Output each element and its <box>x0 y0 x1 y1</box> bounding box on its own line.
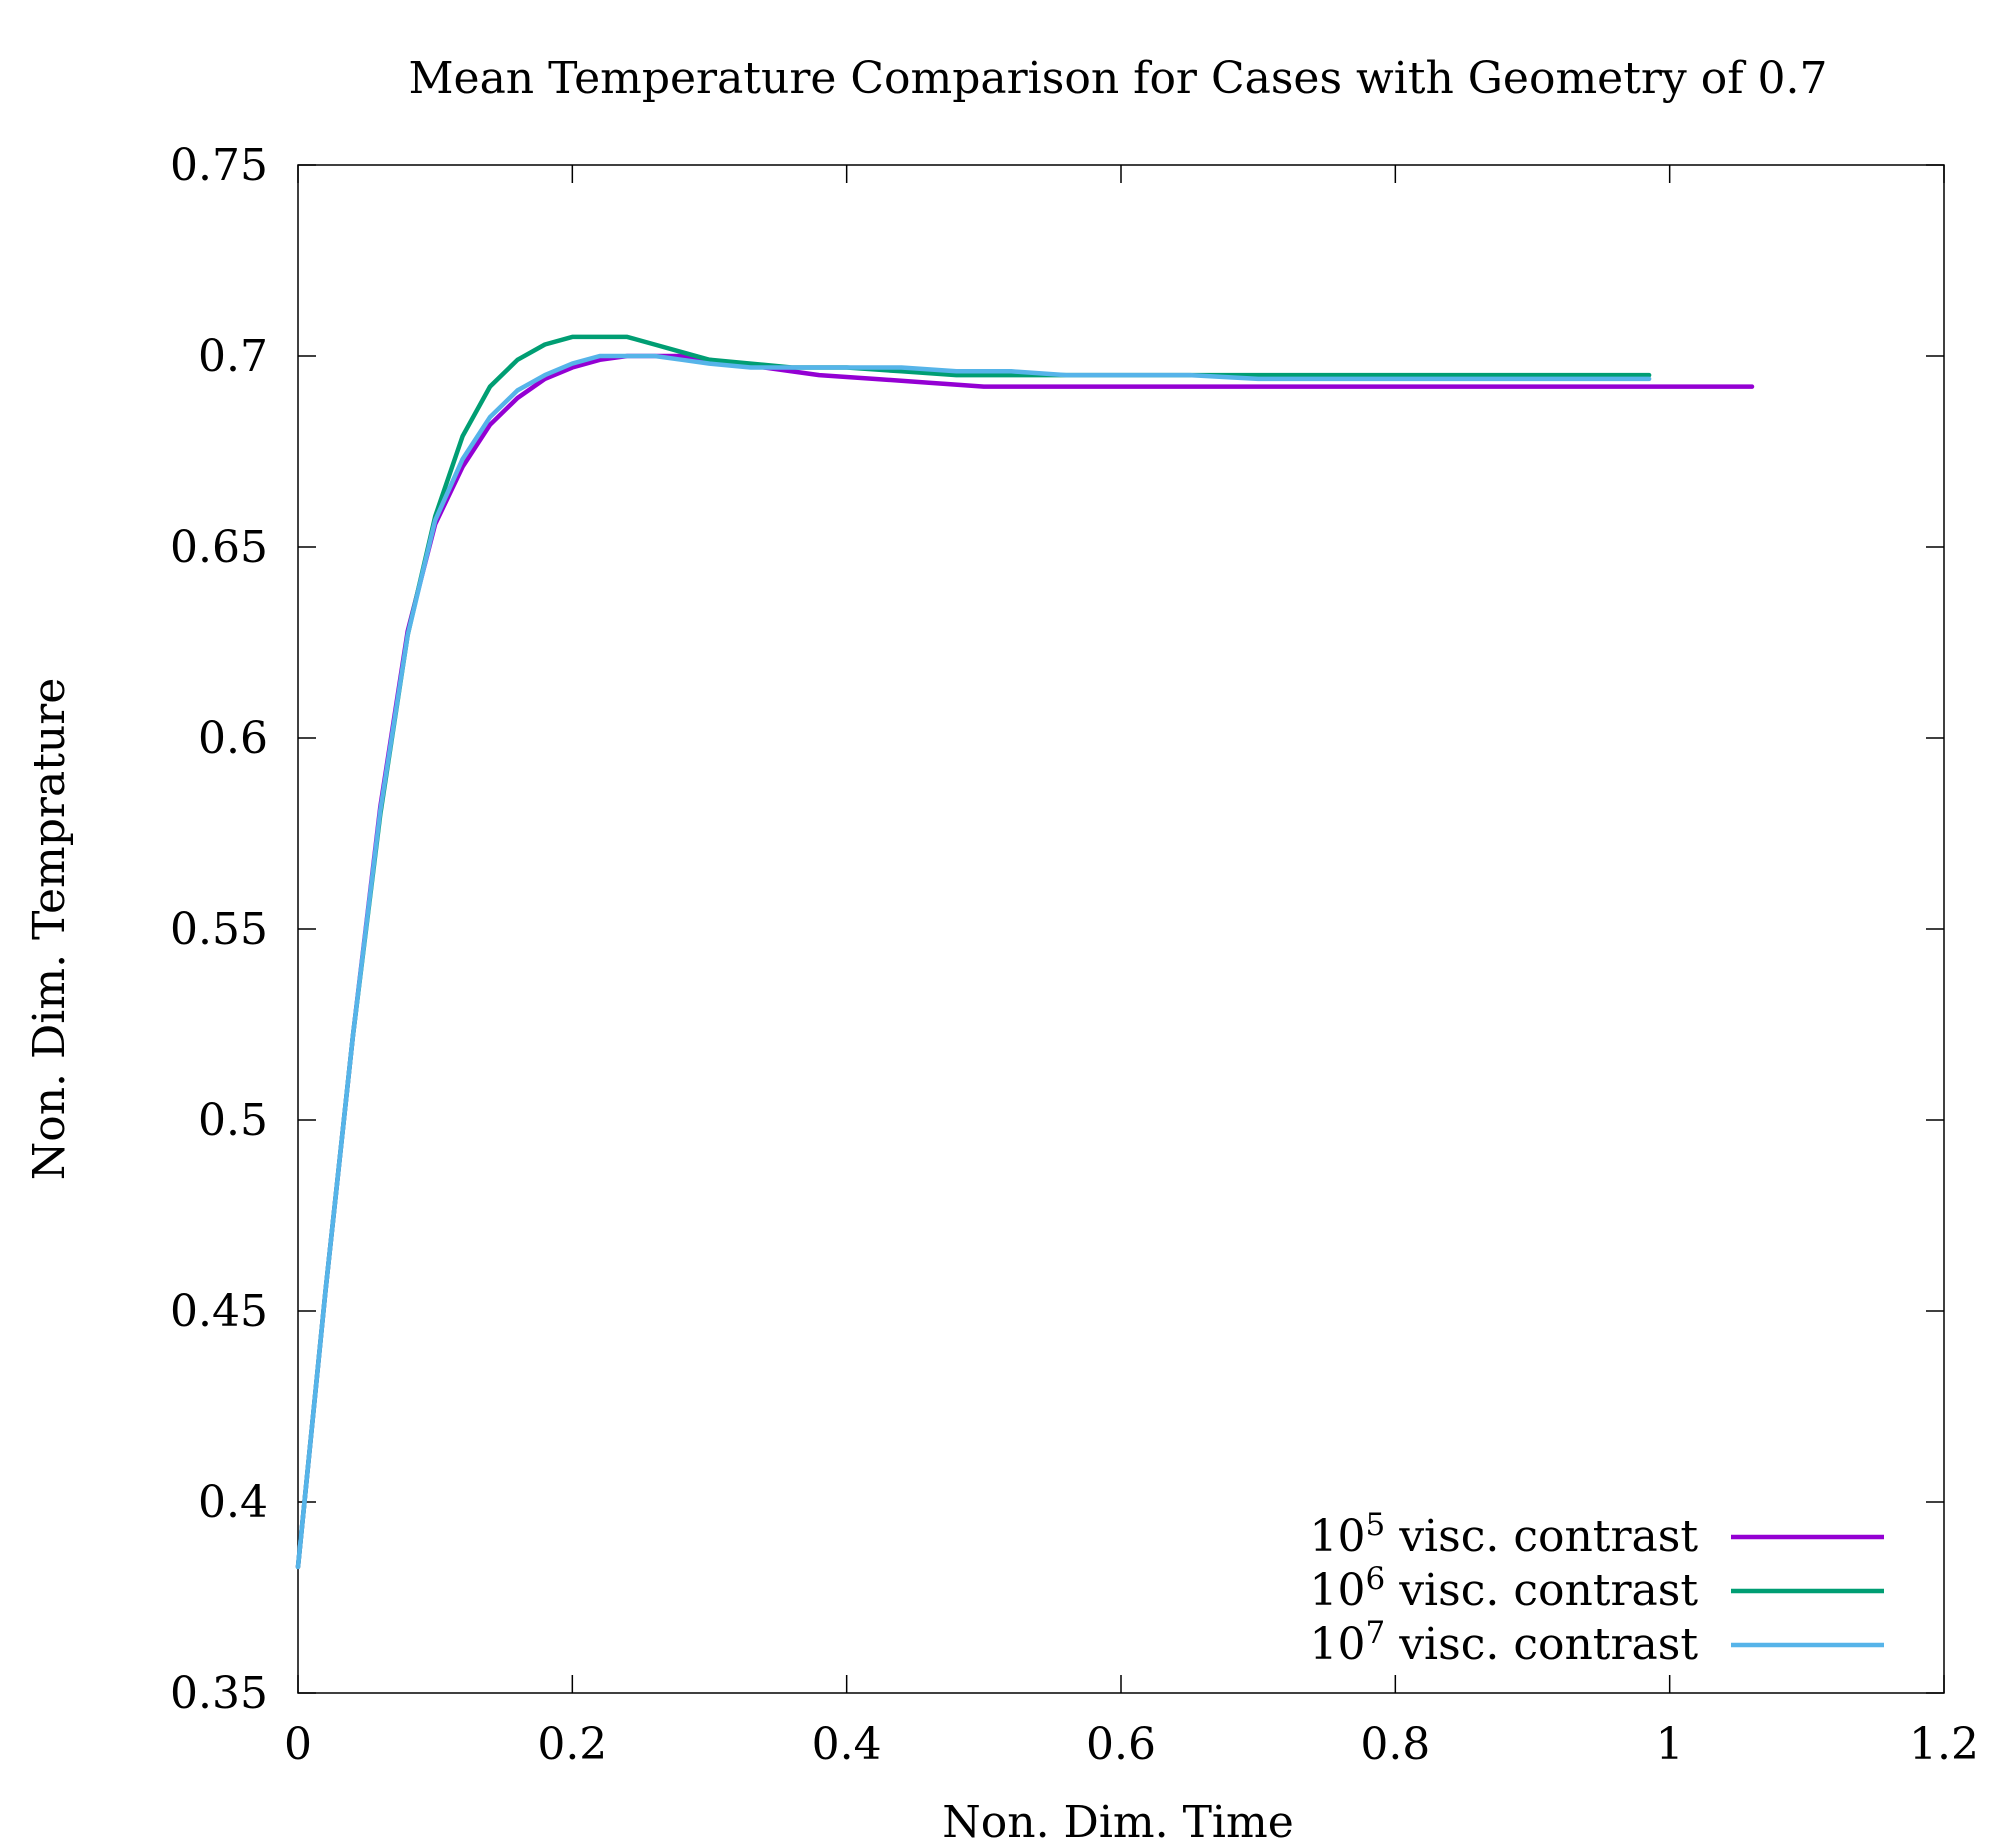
x-tick-label: 0.6 <box>1086 1719 1156 1770</box>
x-tick-label: 0 <box>284 1719 312 1770</box>
series-line-0 <box>295 353 1755 1570</box>
series-line-2 <box>295 353 1652 1570</box>
y-tick-label: 0.6 <box>198 713 268 764</box>
y-tick-label: 0.5 <box>198 1095 268 1146</box>
y-axis: 0.35 0.4 0.45 0.5 0.55 0.6 0.65 0.7 0.75 <box>170 140 1944 1719</box>
y-tick-label: 0.35 <box>170 1668 268 1719</box>
x-axis-label: Non. Dim. Time <box>942 1797 1294 1843</box>
legend-label-0: 105 visc. contrast <box>1309 1507 1698 1562</box>
plot-frame <box>297 164 1945 1694</box>
y-tick-label: 0.45 <box>170 1286 268 1337</box>
x-tick-label: 1.2 <box>1909 1719 1979 1770</box>
y-tick-label: 0.55 <box>170 904 268 955</box>
y-axis-label: Non. Dim. Temprature <box>24 678 75 1181</box>
x-tick-label: 0.2 <box>537 1719 607 1770</box>
x-tick-label: 0.8 <box>1360 1719 1430 1770</box>
legend-label-1: 106 visc. contrast <box>1309 1561 1698 1616</box>
x-tick-label: 1 <box>1656 1719 1684 1770</box>
x-tick-label: 0.4 <box>812 1719 882 1770</box>
y-tick-label: 0.65 <box>170 522 268 573</box>
chart-title: Mean Temperature Comparison for Cases wi… <box>408 53 1827 104</box>
x-axis: 0 0.2 0.4 0.6 0.8 1 1.2 <box>284 165 1979 1770</box>
y-tick-label: 0.75 <box>170 140 268 191</box>
y-tick-label: 0.7 <box>198 331 268 382</box>
series-line-1 <box>295 334 1652 1570</box>
series-lines <box>295 334 1755 1570</box>
legend-label-2: 107 visc. contrast <box>1309 1615 1698 1670</box>
y-tick-label: 0.4 <box>198 1477 268 1528</box>
